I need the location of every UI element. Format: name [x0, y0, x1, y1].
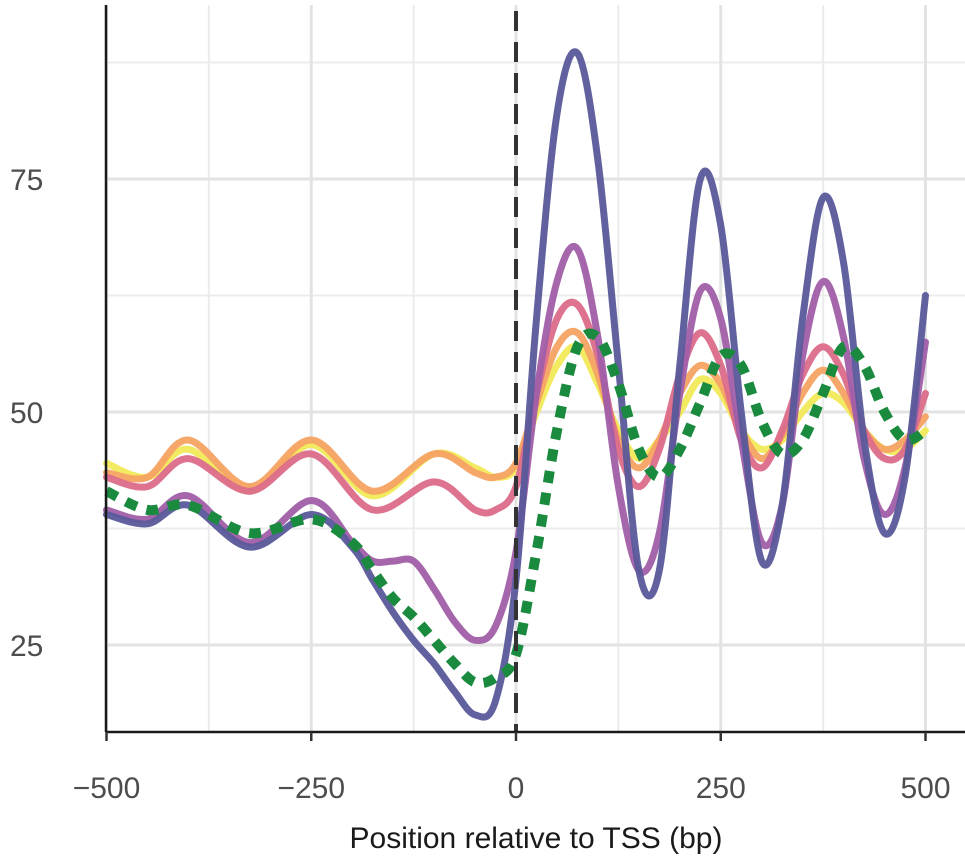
y-tick-label: 50	[10, 397, 43, 430]
x-tick-label: 0	[508, 772, 525, 805]
series-lines	[103, 48, 929, 721]
x-tick-label: −250	[277, 772, 345, 805]
y-axis-ticks: 25 50 75	[10, 164, 43, 663]
x-tick-label: −500	[73, 772, 141, 805]
x-tick-label: 500	[900, 772, 950, 805]
x-tick-label: 250	[696, 772, 746, 805]
x-axis-ticks: −500 −250 0 250 500	[73, 732, 951, 805]
y-tick-label: 75	[10, 164, 43, 197]
x-axis-title: Position relative to TSS (bp)	[350, 822, 723, 855]
series-line-5	[103, 48, 929, 721]
series-line-6	[104, 328, 929, 689]
y-tick-label: 25	[10, 630, 43, 663]
axes	[104, 5, 965, 734]
series-line-3	[103, 298, 929, 517]
